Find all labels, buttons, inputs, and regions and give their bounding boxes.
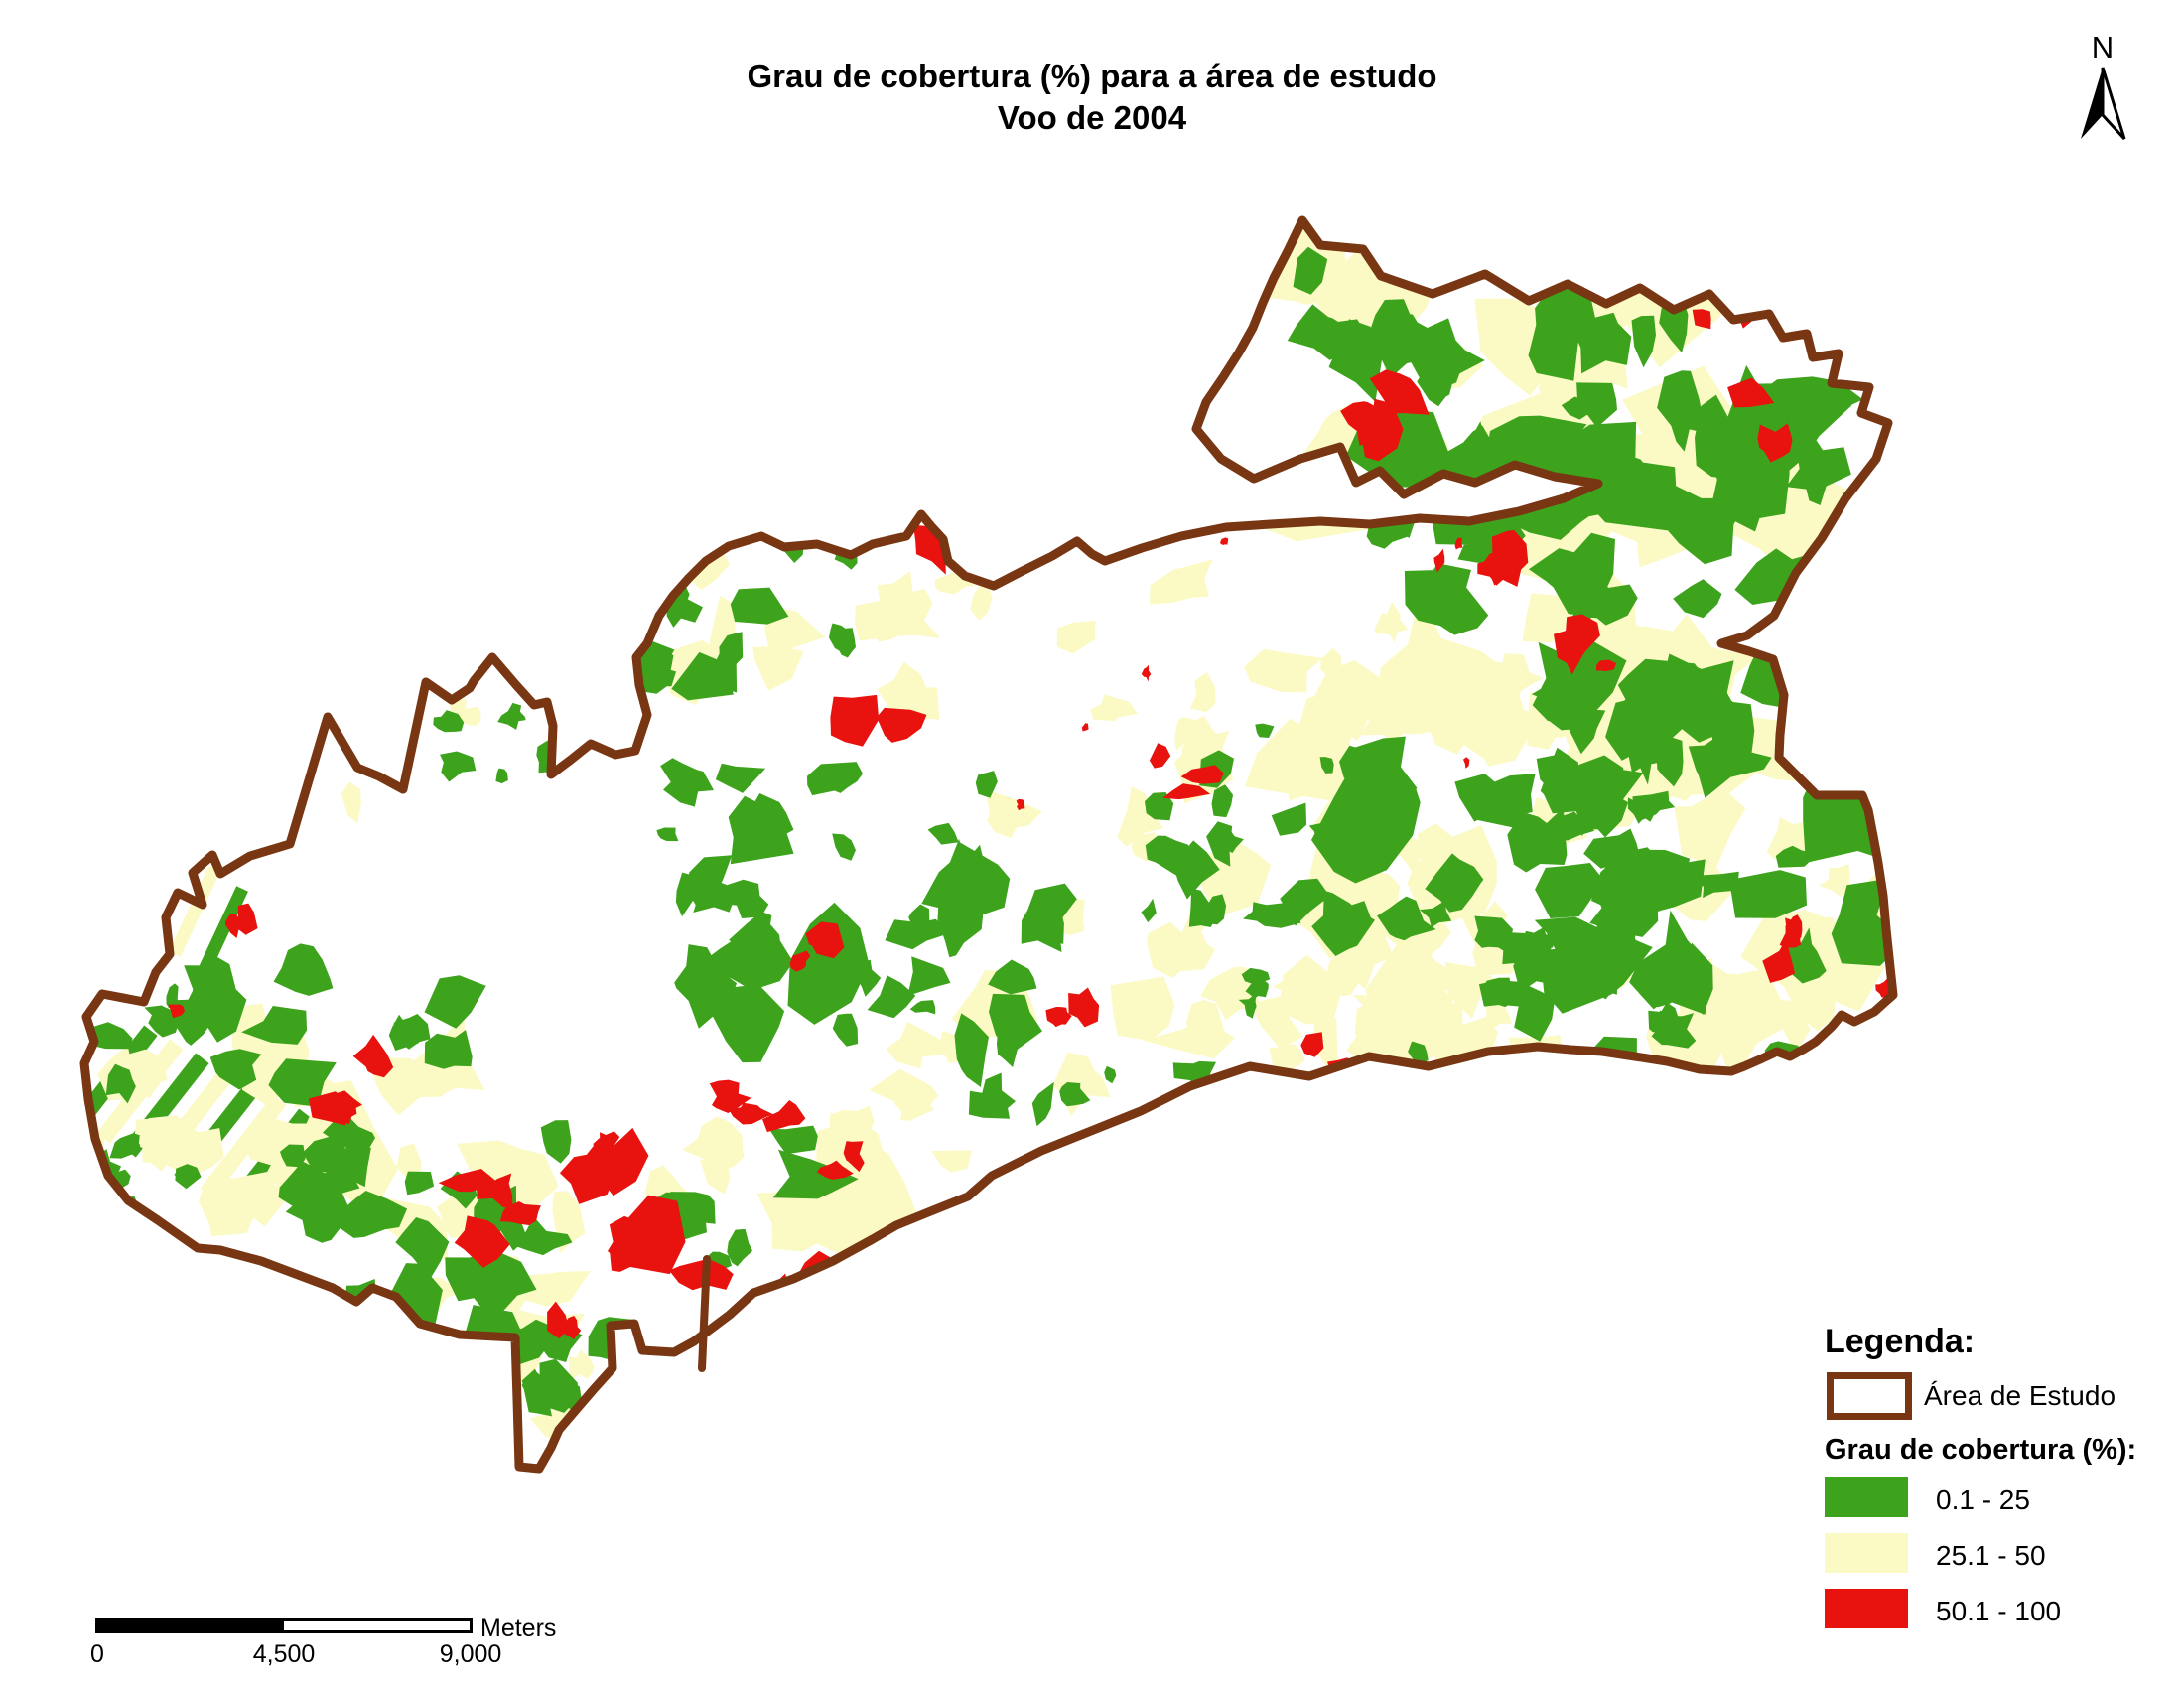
scale-tick-9000: 9,000 <box>439 1640 502 1668</box>
coverage-patch-red <box>1477 529 1529 587</box>
scale-bar: Meters 0 4,500 9,000 <box>90 1613 651 1672</box>
coverage-patch-red <box>709 1079 806 1133</box>
coverage-patch-green <box>1345 269 1866 637</box>
coverage-patch-green <box>695 838 1077 1119</box>
area-de-estudo-label: Área de Estudo <box>1924 1380 2116 1411</box>
coverage-patch-red <box>559 1127 649 1204</box>
coverage-patch-green <box>433 676 562 784</box>
coverage-patch-yellow <box>1316 591 1885 1084</box>
coverage-patch-yellow <box>315 694 481 824</box>
scale-tick-4500: 4,500 <box>252 1640 316 1668</box>
coverage-patch-red <box>168 1004 185 1019</box>
area-de-estudo-swatch <box>1827 1372 1912 1420</box>
coverage-patch-green <box>109 943 486 1243</box>
north-arrow-label: N <box>2092 30 2114 65</box>
scale-bar-filled-segment <box>98 1621 284 1630</box>
legend-classes-heading: Grau de cobertura (%): <box>1825 1434 2137 1466</box>
north-arrow-right-wing <box>2101 67 2126 141</box>
coverage-patch-red <box>1045 987 1100 1028</box>
coverage-patch-green <box>521 1358 582 1417</box>
map-title: Grau de cobertura (%) para a área de est… <box>0 56 2184 139</box>
north-arrow-left-wing <box>2081 68 2103 139</box>
coverage-patch-red <box>1727 377 1793 463</box>
legend-label-high: 50.1 - 100 <box>1936 1596 2062 1626</box>
coverage-patch-red <box>1534 242 1565 272</box>
coverage-patch-green <box>656 758 864 1029</box>
coverage-patch-red <box>225 903 258 938</box>
coverage-patch-green <box>1507 624 1893 1014</box>
legend-swatch-high <box>1825 1589 1908 1628</box>
coverage-patch-green <box>1287 246 1485 407</box>
north-arrow-icon: N <box>2081 30 2126 141</box>
boundary-sliver-line <box>698 1255 711 1372</box>
legend-label-mid: 25.1 - 50 <box>1936 1540 2046 1571</box>
coverage-patch-green <box>1145 750 1452 956</box>
coverage-patch-green <box>997 978 1301 1138</box>
coverage-patch-green <box>84 1022 136 1215</box>
scale-bar-unit: Meters <box>480 1615 557 1642</box>
study-area-boundary <box>79 215 1898 1474</box>
coverage-patch-red <box>547 1301 582 1339</box>
coverage-patch-yellow <box>1272 957 1748 1089</box>
coverage-patch-red <box>830 694 927 747</box>
coverage-patch-green <box>1789 573 1893 759</box>
map-title-line2: Voo de 2004 <box>997 99 1187 136</box>
coverage-patch-red <box>1762 914 1803 983</box>
stripe-patch <box>169 866 220 957</box>
coverage-patch-yellow <box>664 537 993 706</box>
legend-label-low: 0.1 - 25 <box>1936 1484 2030 1515</box>
coverage-patch-green <box>1408 927 1804 1085</box>
legend-swatch-mid <box>1825 1533 1908 1573</box>
legend: Legenda: Área de Estudo Grau de cobertur… <box>1825 1323 2162 1650</box>
coverage-patch-red <box>816 1141 865 1180</box>
coverage-patch-red <box>308 1034 394 1126</box>
coverage-patch-red <box>438 1169 541 1268</box>
coverage-patch-red <box>1340 369 1430 462</box>
scale-bar-track <box>95 1618 473 1633</box>
coverage-patch-yellow <box>111 1003 485 1237</box>
coverage-patch-red <box>1149 743 1224 800</box>
legend-heading: Legenda: <box>1825 1323 1976 1360</box>
coverage-patch-red <box>1826 637 1869 715</box>
coverage-patch-green <box>593 515 856 701</box>
coverage-patch-red <box>1554 614 1617 675</box>
coverage-patch-green <box>1311 726 1708 1015</box>
coverage-patch-red <box>608 1195 734 1291</box>
scale-tick-0: 0 <box>90 1640 104 1668</box>
coverage-patch-red <box>789 921 845 972</box>
map-title-line1: Grau de cobertura (%) para a área de est… <box>747 58 1437 94</box>
coverage-patch-red <box>1433 548 1445 573</box>
legend-swatch-low <box>1825 1477 1908 1517</box>
